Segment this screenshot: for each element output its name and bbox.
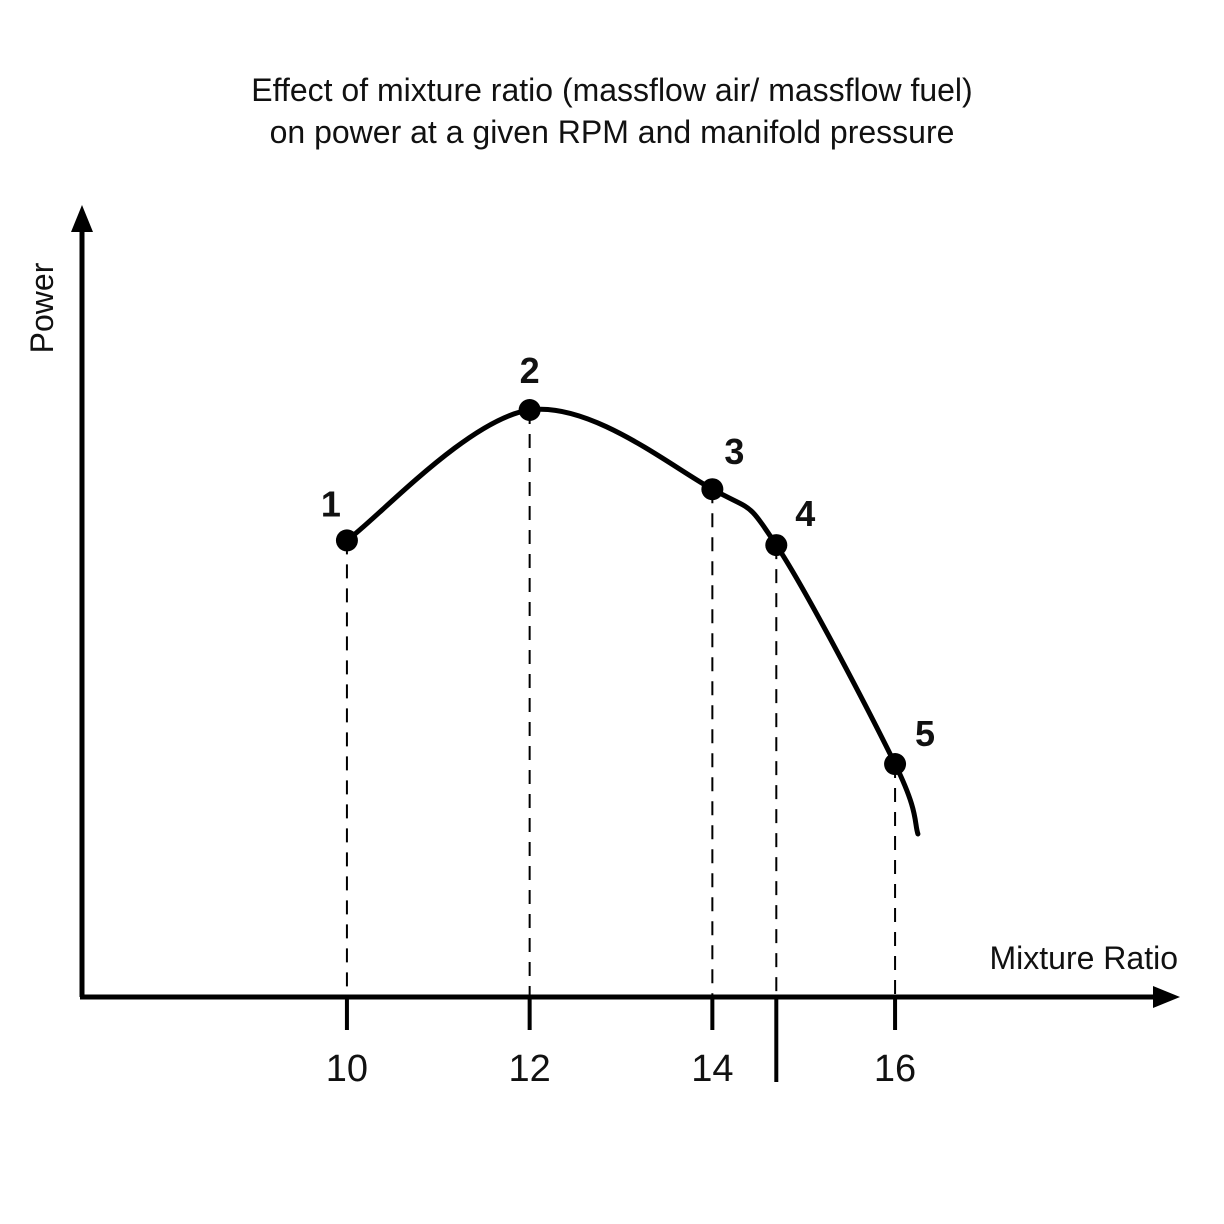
point-label: 5 <box>915 713 935 754</box>
data-point <box>701 478 724 501</box>
x-tick-label: 10 <box>326 1048 368 1090</box>
x-axis-label: Mixture Ratio <box>990 940 1179 976</box>
guide-lines <box>345 409 897 997</box>
point-label: 2 <box>520 350 540 391</box>
data-point <box>518 398 541 421</box>
power-curve <box>344 406 921 837</box>
point-label: 1 <box>321 483 341 524</box>
y-axis-arrow-icon <box>71 205 93 232</box>
y-axis-label: Power <box>24 262 60 353</box>
chart-title-line-2: on power at a given RPM and manifold pre… <box>270 114 955 150</box>
chart-title-line-1: Effect of mixture ratio (massflow air/ m… <box>251 72 972 108</box>
x-axis-arrow-icon <box>1153 986 1180 1008</box>
point-label: 3 <box>724 431 744 472</box>
x-tick-label: 14 <box>691 1048 733 1090</box>
x-ticks: 10 12 14 16 <box>326 997 916 1090</box>
axes <box>71 205 1180 1008</box>
data-points: 1 2 3 4 5 <box>321 350 935 776</box>
point-label: 4 <box>795 493 815 534</box>
data-point <box>765 534 788 557</box>
data-point <box>884 753 907 776</box>
x-tick-label: 16 <box>874 1048 916 1090</box>
x-tick-label: 12 <box>509 1048 551 1090</box>
data-point <box>335 529 358 552</box>
